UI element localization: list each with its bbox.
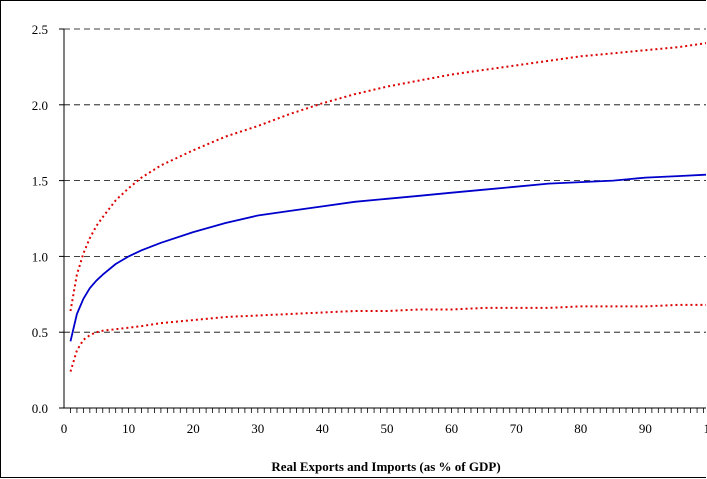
y-tick-label-0: 0.0	[32, 401, 48, 416]
x-tick-label-4: 40	[316, 421, 329, 436]
x-tick-label-6: 60	[445, 421, 458, 436]
x-tick-label-8: 80	[574, 421, 587, 436]
series-line-2	[69, 303, 706, 372]
y-tick-label-2: 1.0	[32, 249, 48, 264]
x-tick-labels: 0 10 20 30 40 50 60 70 80 90 10	[61, 421, 707, 436]
x-tick-label-7: 70	[510, 421, 523, 436]
x-tick-label-0: 0	[61, 421, 68, 436]
y-tick-label-4: 2.0	[32, 98, 48, 113]
x-tick-label-10: 10	[704, 421, 707, 436]
y-tick-label-3: 1.5	[32, 174, 48, 189]
x-tick-label-5: 50	[381, 421, 394, 436]
series-lines	[69, 42, 706, 372]
y-tick-labels: 0.0 0.5 1.0 1.5 2.0 2.5	[32, 22, 48, 416]
x-axis-title: Real Exports and Imports (as % of GDP)	[271, 459, 500, 474]
x-axis	[63, 29, 706, 413]
series-line-1	[69, 42, 706, 312]
y-tick-label-5: 2.5	[32, 22, 48, 37]
x-tick-label-9: 90	[639, 421, 652, 436]
y-tick-label-1: 0.5	[32, 325, 48, 340]
x-tick-label-3: 30	[251, 421, 264, 436]
gridlines	[59, 28, 706, 409]
x-tick-label-2: 20	[187, 421, 200, 436]
series-line-0	[69, 173, 706, 342]
x-tick-label-1: 10	[122, 421, 135, 436]
